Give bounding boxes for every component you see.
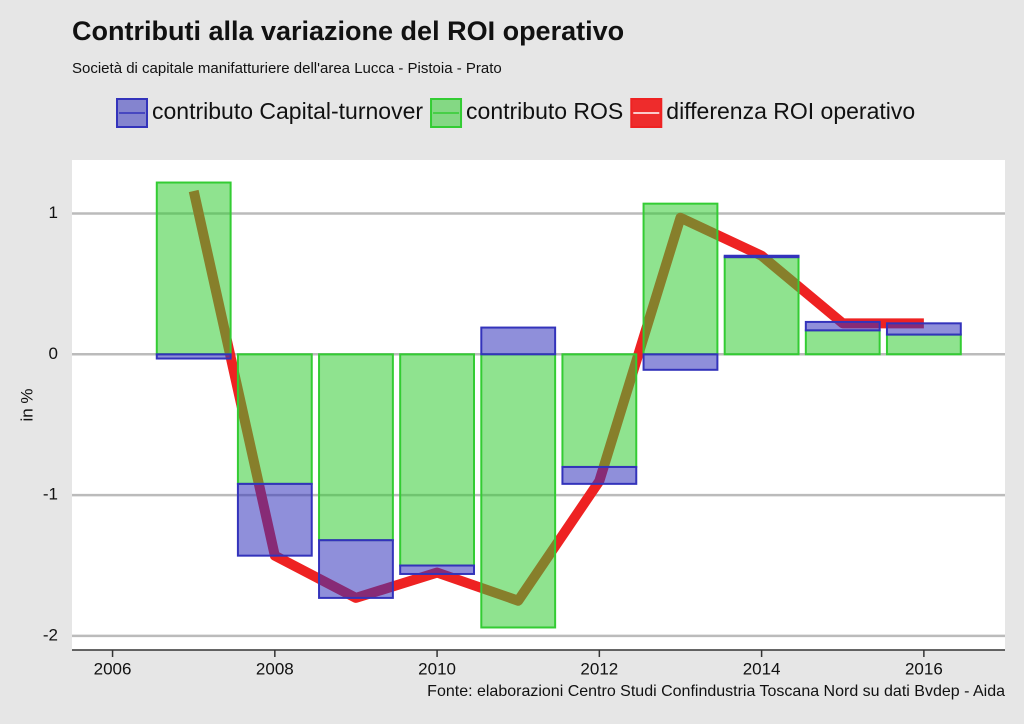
chart-subtitle: Società di capitale manifatturiere dell'… [72,60,502,77]
bar [804,329,881,356]
bar [318,539,394,599]
source-note: Fonte: elaborazioni Centro Studi Confind… [427,683,1005,700]
bar [642,353,719,371]
y-tick-label: 1 [49,203,58,222]
chart-title: Contributi alla variazione del ROI opera… [72,16,624,46]
bar [885,333,962,356]
bar [155,353,232,360]
bar [236,353,313,485]
x-tick-label: 2012 [580,659,618,678]
bar [561,465,638,485]
y-tick-label: -2 [43,625,58,644]
x-tick-label: 2006 [94,659,132,678]
x-tick-label: 2008 [256,659,294,678]
bar [399,353,476,567]
bar [804,320,881,332]
legend-label: contributo Capital-turnover [152,98,423,124]
y-axis-label: in % [17,388,36,421]
legend-label: contributo ROS [466,98,623,124]
bar [318,353,394,542]
bar [642,202,719,356]
line [188,189,924,606]
y-tick-label: 0 [49,344,58,363]
y-tick-label: -1 [43,485,58,504]
bar [399,564,476,575]
x-tick-label: 2014 [743,659,781,678]
bar [480,353,557,629]
x-tick-label: 2016 [905,659,943,678]
bar [723,256,800,356]
bar [236,482,313,557]
bar [885,322,962,336]
bar [155,181,232,356]
bar [561,353,638,468]
x-tick-label: 2010 [418,659,456,678]
legend-label: differenza ROI operativo [666,98,915,124]
bar [480,326,557,356]
bar [723,254,800,259]
